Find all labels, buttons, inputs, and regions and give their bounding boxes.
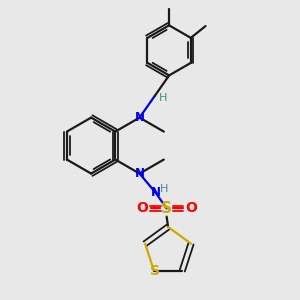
Text: H: H (160, 184, 168, 194)
Text: N: N (135, 167, 145, 180)
Text: N: N (135, 111, 145, 124)
Text: S: S (150, 264, 161, 278)
Text: O: O (185, 201, 197, 215)
Text: O: O (136, 201, 148, 215)
Text: N: N (151, 186, 160, 199)
Text: H: H (159, 93, 167, 103)
Text: S: S (161, 201, 172, 216)
